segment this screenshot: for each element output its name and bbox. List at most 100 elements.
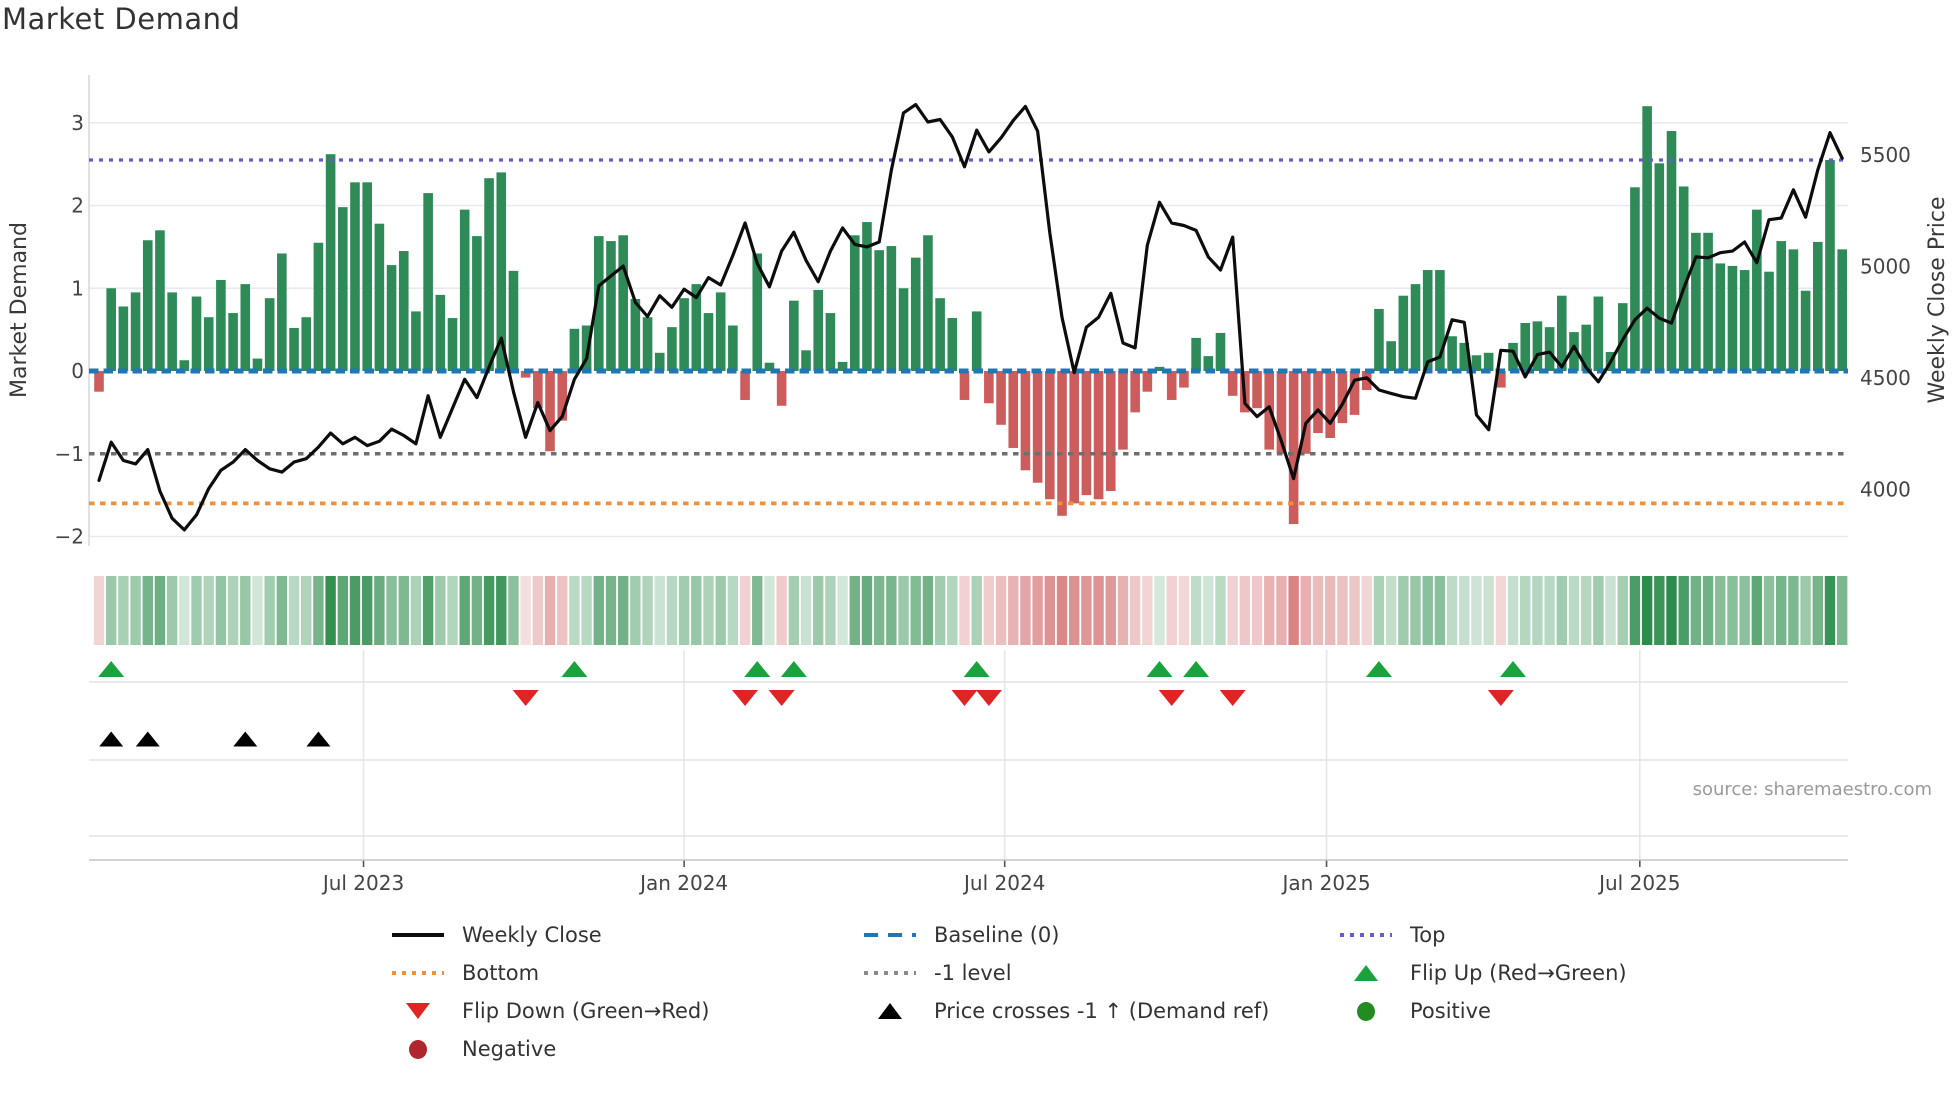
demand-bar	[423, 193, 433, 371]
demand-bar	[728, 325, 738, 371]
heatmap-cell	[971, 576, 982, 645]
demand-bar	[1752, 209, 1762, 371]
demand-bar	[289, 327, 299, 371]
demand-bar	[1557, 295, 1567, 371]
demand-bar	[825, 313, 836, 371]
heatmap-cell	[873, 576, 885, 645]
demand-bar	[142, 240, 153, 371]
demand-bar	[1483, 352, 1494, 371]
heatmap-cell	[1300, 576, 1312, 645]
demand-bars	[94, 106, 1847, 525]
demand-bar	[593, 236, 604, 371]
heatmap-cell	[240, 576, 251, 645]
heatmap-cell	[1215, 576, 1226, 645]
heatmap-cell	[593, 576, 604, 645]
demand-bar	[1191, 337, 1201, 371]
heatmap-cell	[1544, 576, 1555, 645]
demand-bar	[1825, 159, 1835, 371]
price-tick-label: 4500	[1860, 366, 1911, 390]
demand-bar	[1154, 366, 1165, 371]
heatmap-cell	[435, 576, 446, 645]
price-cross-marker	[135, 731, 160, 747]
heatmap-cell	[825, 576, 836, 645]
demand-bar	[350, 182, 360, 371]
heatmap-cell	[1288, 576, 1299, 645]
demand-bar	[1105, 371, 1116, 491]
heatmap-cell	[1556, 576, 1567, 645]
demand-bar	[1569, 332, 1579, 371]
demand-bar	[191, 296, 202, 371]
heatmap-cell	[1593, 576, 1604, 645]
demand-bar	[581, 325, 592, 371]
axis-ticks: Jul 2023 Jan 2024 Jul 2024 Jan 2025 Jul 2025…	[55, 111, 1911, 895]
demand-bar	[167, 292, 177, 371]
heatmap-cell	[1105, 576, 1116, 645]
heatmap-cell	[861, 576, 873, 645]
heatmap-cell	[886, 576, 897, 645]
demand-bar	[862, 222, 872, 371]
demand-bar	[1520, 323, 1531, 371]
heatmap-cell	[118, 576, 129, 645]
demand-bar	[1471, 355, 1482, 371]
heatmap-cell	[959, 576, 970, 645]
heatmap-cell	[1056, 576, 1068, 645]
demand-bar	[301, 317, 312, 371]
demand-bar	[1069, 371, 1079, 504]
heatmap-cell	[313, 576, 324, 645]
demand-bar	[667, 327, 677, 371]
heatmap-cell	[1520, 576, 1531, 645]
heatmap-cell	[1020, 576, 1031, 645]
heatmap-cell	[1069, 576, 1080, 645]
demand-bar	[557, 371, 568, 421]
demand-bar	[1837, 249, 1847, 371]
heatmap-cell	[1361, 576, 1372, 645]
heatmap-cell	[666, 576, 678, 645]
demand-bar	[277, 253, 287, 371]
demand-bar	[533, 371, 543, 409]
demand-bar	[1288, 371, 1299, 525]
heatmap-cell	[1129, 576, 1141, 645]
demand-bar	[703, 313, 714, 371]
heatmap-cell	[1788, 576, 1799, 645]
demand-bar	[325, 154, 336, 371]
heatmap-cell	[374, 576, 385, 645]
heatmap-cell	[1690, 576, 1702, 645]
heatmap-cell	[398, 576, 409, 645]
demand-bar	[947, 318, 958, 371]
flip-up-marker	[1183, 661, 1210, 677]
demand-bar	[1215, 332, 1226, 371]
demand-bar	[1374, 308, 1384, 371]
heatmap-cell	[1654, 576, 1665, 645]
heatmap-cell	[557, 576, 568, 645]
demand-bar	[740, 371, 750, 400]
demand-bar	[264, 298, 275, 371]
demand-bar	[1654, 163, 1665, 371]
demand-bar	[642, 317, 653, 371]
demand-tick-label: 2	[71, 194, 84, 218]
demand-bar	[1179, 371, 1189, 388]
heatmap-cell	[1239, 576, 1251, 645]
heatmap-cell	[1398, 576, 1409, 645]
heatmap-cell	[1251, 576, 1263, 645]
heatmap-cell	[1410, 576, 1421, 645]
demand-bar	[338, 207, 348, 371]
demand-bar	[1422, 270, 1433, 371]
demand-bar	[1544, 327, 1555, 371]
demand-bar	[971, 311, 982, 371]
x-tick-label: Jul 2024	[962, 871, 1045, 895]
heatmap-cell	[1666, 576, 1677, 645]
heatmap-cell	[1081, 576, 1092, 645]
demand-bar	[654, 352, 665, 371]
heatmap-cell	[1580, 576, 1592, 645]
demand-tick-label: 1	[71, 276, 84, 300]
demand-tick-label: 0	[71, 359, 84, 383]
heatmap-cell	[764, 576, 775, 645]
price-tick-label: 5000	[1860, 255, 1911, 279]
demand-bar	[374, 223, 385, 371]
demand-bar	[959, 371, 970, 400]
demand-bar	[1715, 263, 1726, 371]
heatmap-cell	[788, 576, 800, 645]
price-tick-label: 5500	[1860, 143, 1911, 167]
flip-down-marker	[1219, 690, 1246, 706]
demand-bar	[1020, 371, 1031, 471]
